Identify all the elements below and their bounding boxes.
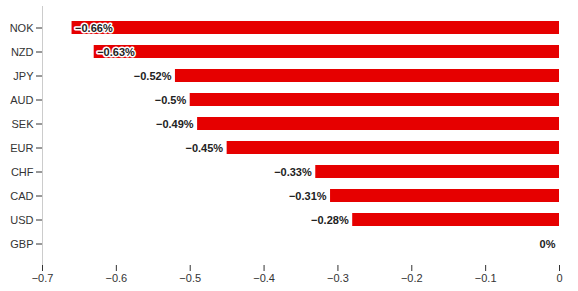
svg-text:−0.5%: −0.5% [155, 94, 187, 106]
svg-text:NZD: NZD [11, 46, 34, 58]
svg-text:−0.1: −0.1 [475, 272, 497, 284]
svg-text:CHF: CHF [11, 166, 34, 178]
svg-text:−0.63%: −0.63% [97, 46, 135, 58]
svg-text:−0.66%: −0.66% [75, 22, 113, 34]
svg-text:−0.52%: −0.52% [134, 70, 172, 82]
svg-text:USD: USD [10, 214, 33, 226]
svg-text:JPY: JPY [13, 70, 34, 82]
svg-text:0: 0 [556, 272, 562, 284]
svg-text:−0.5: −0.5 [179, 272, 201, 284]
svg-text:GBP: GBP [10, 238, 33, 250]
svg-text:−0.6: −0.6 [105, 272, 127, 284]
svg-text:−0.33%: −0.33% [274, 166, 312, 178]
svg-text:CAD: CAD [10, 190, 33, 202]
svg-text:NOK: NOK [10, 22, 35, 34]
svg-text:−0.45%: −0.45% [186, 142, 224, 154]
svg-text:−0.49%: −0.49% [156, 118, 194, 130]
svg-text:−0.3: −0.3 [327, 272, 349, 284]
svg-text:EUR: EUR [10, 142, 33, 154]
svg-text:SEK: SEK [11, 118, 34, 130]
svg-text:0%: 0% [540, 238, 556, 250]
svg-text:−0.2: −0.2 [401, 272, 423, 284]
svg-text:AUD: AUD [10, 94, 33, 106]
svg-text:−0.31%: −0.31% [289, 190, 327, 202]
svg-text:−0.4: −0.4 [253, 272, 275, 284]
svg-text:−0.28%: −0.28% [311, 214, 349, 226]
svg-text:−0.7: −0.7 [32, 272, 54, 284]
